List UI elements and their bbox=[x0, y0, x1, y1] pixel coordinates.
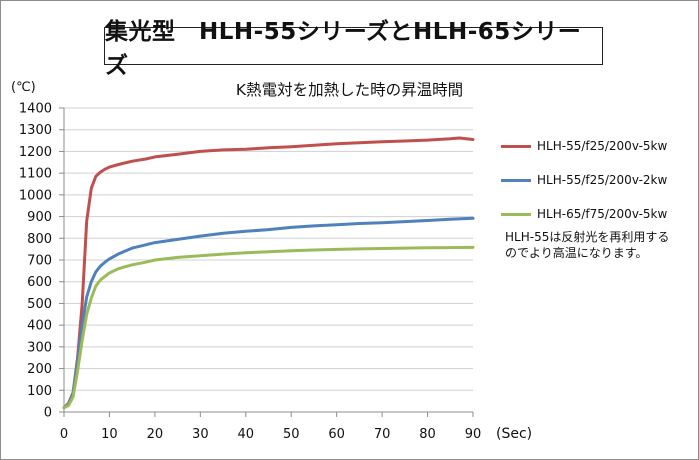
x-tick-label: 20 bbox=[147, 427, 164, 442]
x-tick-label: 0 bbox=[60, 427, 68, 442]
y-tick-label: 1200 bbox=[19, 145, 52, 160]
legend-swatch-3 bbox=[501, 212, 531, 216]
y-tick-label: 700 bbox=[27, 254, 52, 269]
legend-item-1: HLH-55/f25/200v-5kw bbox=[501, 135, 696, 157]
x-tick-label: 50 bbox=[283, 427, 300, 442]
y-tick-label: 200 bbox=[27, 362, 52, 377]
annotation-note: HLH-55は反射光を再利用する のでより高温になります。 bbox=[505, 229, 690, 261]
legend: HLH-55/f25/200v-5kw HLH-55/f25/200v-2kw … bbox=[501, 135, 696, 237]
annotation-line-1: HLH-55は反射光を再利用する bbox=[505, 230, 670, 244]
x-tick-label: 90 bbox=[465, 427, 482, 442]
y-tick-label: 1300 bbox=[19, 123, 52, 138]
legend-item-3: HLH-65/f75/200v-5kw bbox=[501, 203, 696, 225]
y-tick-labels: 0 100 200 300 400 500 600 700 800 900 1000 1100 1200… bbox=[19, 102, 52, 421]
chart-subtitle: K熱電対を加熱した時の昇温時間 bbox=[235, 81, 464, 99]
x-tick-label: 10 bbox=[101, 427, 118, 442]
y-tick-label: 500 bbox=[27, 297, 52, 312]
gridlines bbox=[64, 107, 473, 391]
legend-label-3: HLH-65/f75/200v-5kw bbox=[537, 207, 668, 221]
x-tick-label: 40 bbox=[238, 427, 255, 442]
y-tick-label: 1000 bbox=[19, 188, 52, 203]
y-tick-label: 400 bbox=[27, 319, 52, 334]
x-tick-label: 60 bbox=[328, 427, 345, 442]
series-line-1 bbox=[62, 136, 475, 410]
chart-title-text: 集光型 HLH-55シリーズとHLH-65シリーズ bbox=[105, 19, 582, 79]
legend-label-1: HLH-55/f25/200v-5kw bbox=[537, 139, 668, 153]
x-tick-label: 70 bbox=[374, 427, 391, 442]
legend-swatch-2 bbox=[501, 178, 531, 182]
y-tick-label: 0 bbox=[44, 406, 52, 421]
x-tick-label: 30 bbox=[192, 427, 209, 442]
y-tick-label: 900 bbox=[27, 210, 52, 225]
y-tick-label: 300 bbox=[27, 340, 52, 355]
series-line-3 bbox=[62, 245, 475, 410]
x-tick-label: 80 bbox=[419, 427, 436, 442]
y-tick-label: 1400 bbox=[19, 102, 52, 117]
y-tick-label: 100 bbox=[27, 384, 52, 399]
axes bbox=[59, 107, 474, 417]
x-tick-labels: 0 10 20 30 40 50 60 70 80 90 bbox=[60, 427, 481, 442]
legend-item-2: HLH-55/f25/200v-2kw bbox=[501, 169, 696, 191]
x-axis-unit: (Sec) bbox=[496, 426, 532, 442]
legend-swatch-1 bbox=[501, 144, 531, 148]
legend-label-2: HLH-55/f25/200v-2kw bbox=[537, 173, 668, 187]
annotation-line-2: のでより高温になります。 bbox=[505, 246, 648, 260]
chart-title: 集光型 HLH-55シリーズとHLH-65シリーズ bbox=[104, 19, 603, 79]
series-lines bbox=[62, 136, 475, 410]
series-line-2 bbox=[62, 216, 475, 410]
y-tick-label: 800 bbox=[27, 232, 52, 247]
y-tick-label: 600 bbox=[27, 275, 52, 290]
y-axis-unit: (℃) bbox=[11, 80, 36, 95]
y-tick-label: 1100 bbox=[19, 167, 52, 182]
